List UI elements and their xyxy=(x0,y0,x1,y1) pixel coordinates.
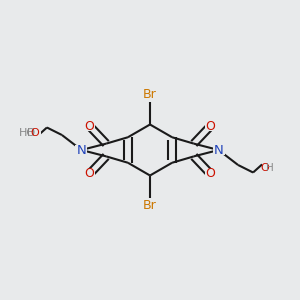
Text: HO: HO xyxy=(19,128,36,138)
Text: N: N xyxy=(214,143,224,157)
Bar xyxy=(24,131,41,140)
Bar xyxy=(84,122,95,131)
Bar xyxy=(205,169,216,178)
Text: O: O xyxy=(206,167,215,180)
Bar xyxy=(75,145,87,155)
Bar xyxy=(213,145,225,155)
Bar xyxy=(205,122,216,131)
Text: O: O xyxy=(85,120,94,133)
Bar xyxy=(84,169,95,178)
Text: O: O xyxy=(261,163,269,173)
Text: Br: Br xyxy=(143,199,157,212)
Text: N: N xyxy=(76,143,86,157)
Text: H: H xyxy=(266,163,274,173)
Text: Br: Br xyxy=(143,88,157,101)
Text: H: H xyxy=(26,128,34,138)
Text: O: O xyxy=(31,128,39,138)
Text: O: O xyxy=(206,120,215,133)
Text: O: O xyxy=(85,167,94,180)
